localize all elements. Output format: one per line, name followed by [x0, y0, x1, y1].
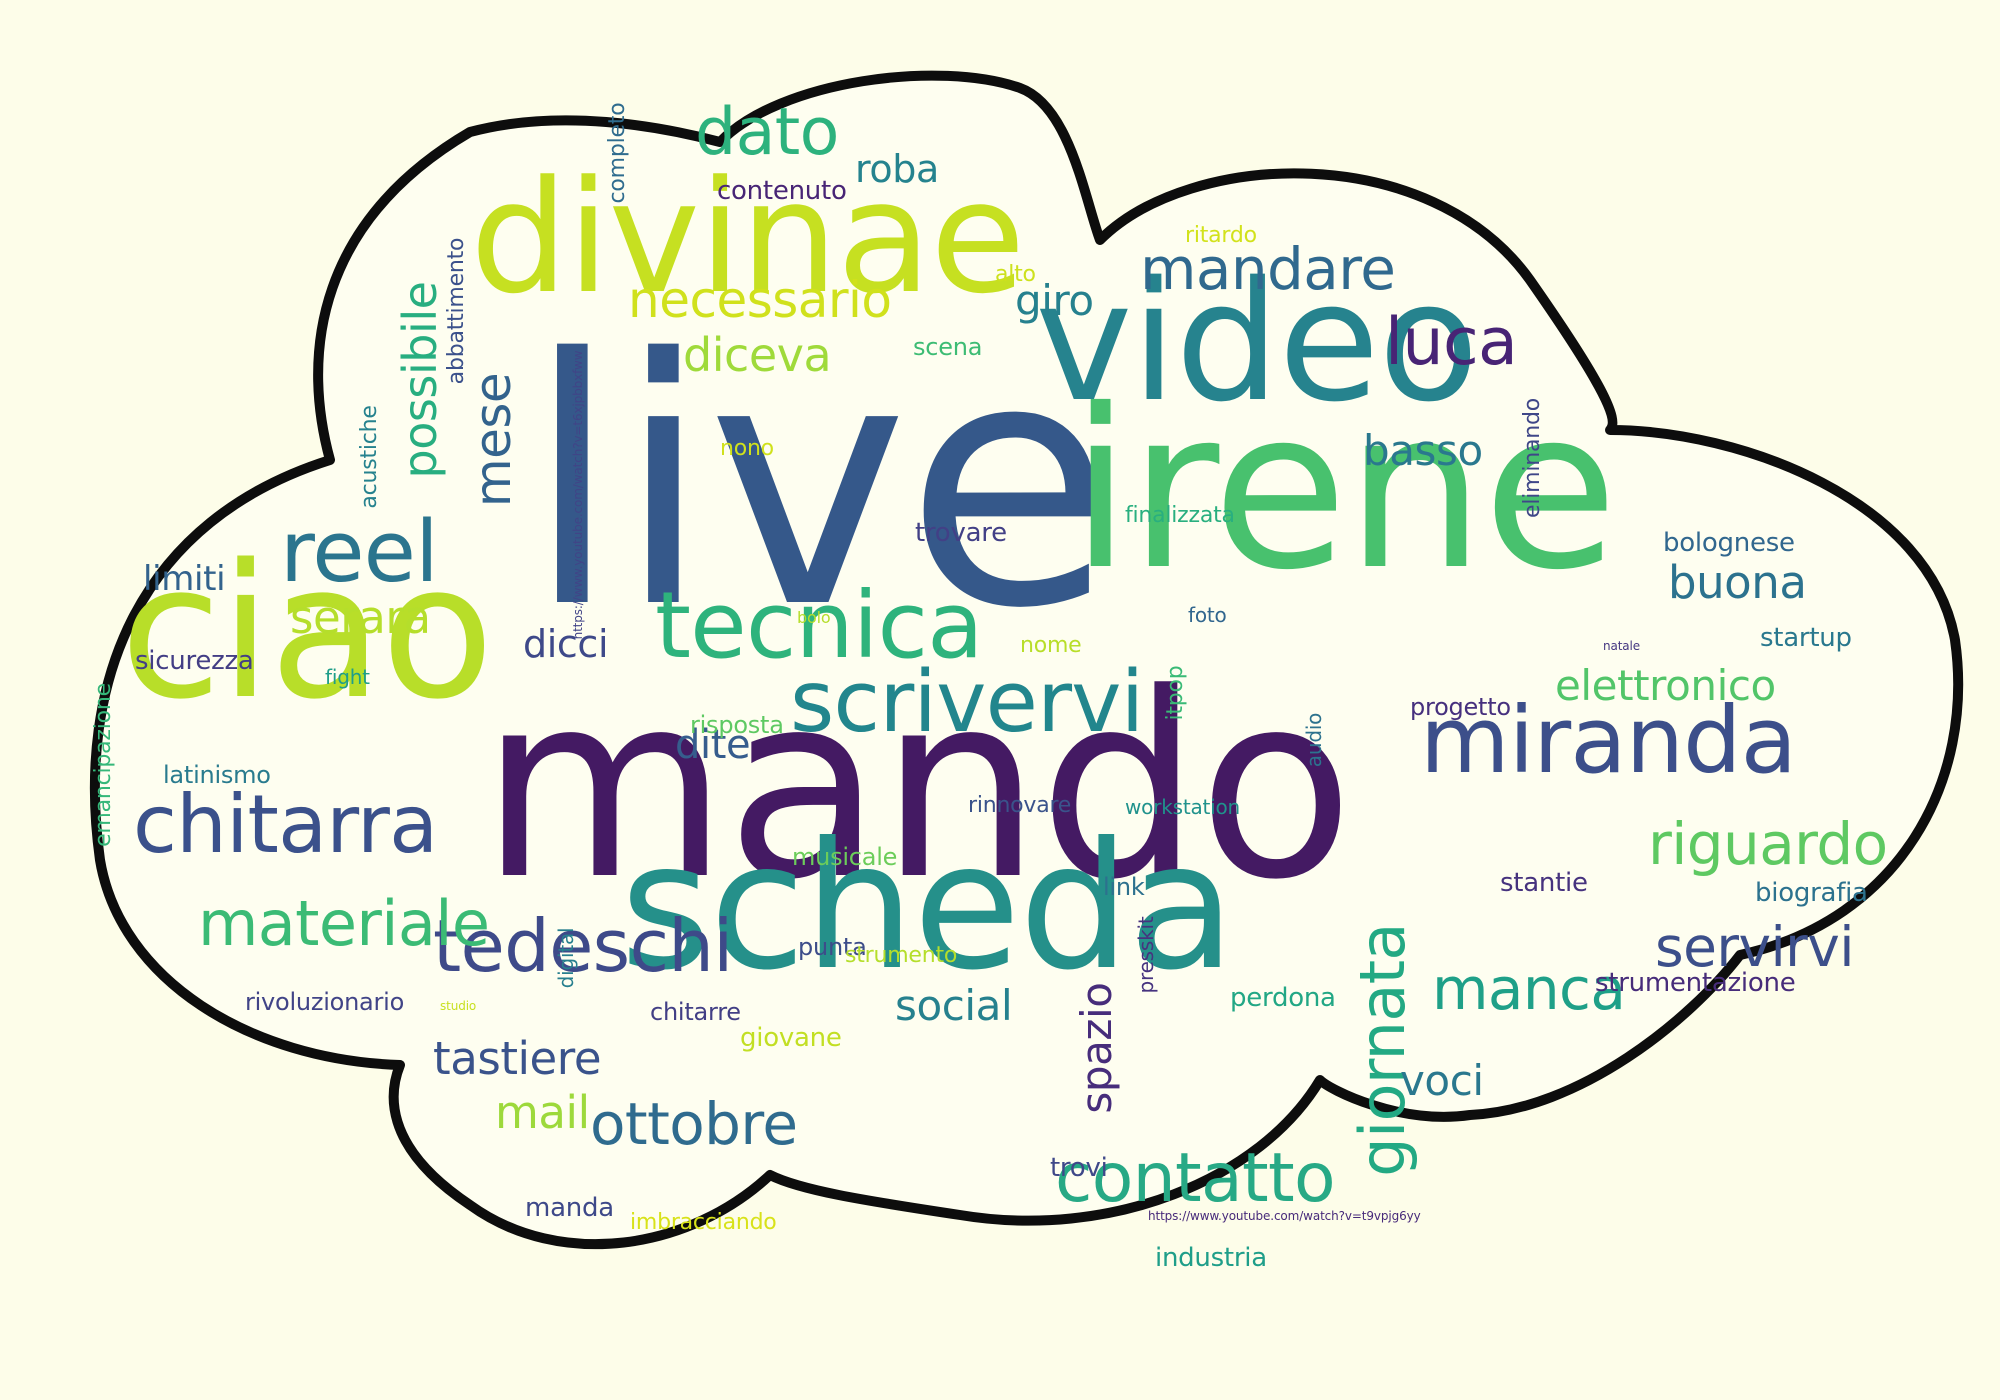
word-manca: manca: [1432, 955, 1626, 1023]
word-digital: digital: [554, 927, 578, 988]
word-possibile: possibile: [393, 281, 447, 478]
word-giro: giro: [1015, 276, 1094, 325]
word-bolo: bolo: [797, 608, 831, 627]
word-giovane: giovane: [740, 1023, 842, 1053]
word-stantie: stantie: [1500, 868, 1588, 898]
word-ritardo: ritardo: [1185, 223, 1257, 248]
word-latinismo: latinismo: [163, 761, 271, 789]
word-link: link: [1103, 873, 1145, 901]
word-contatto: contatto: [1055, 1139, 1336, 1218]
word-url-1: https://www.youtube.com/watch?v=t6xjpbbx…: [571, 350, 585, 640]
word-fight: fight: [325, 665, 370, 689]
word-roba: roba: [855, 147, 939, 191]
word-chitarre: chitarre: [650, 998, 741, 1026]
word-mese: mese: [464, 372, 522, 508]
word-natale: natale: [1603, 639, 1641, 653]
word-dite: dite: [675, 722, 751, 768]
word-tedeschi: tedeschi: [433, 904, 733, 988]
word-acustiche: acustiche: [357, 405, 382, 509]
word-mandare: mandare: [1140, 235, 1396, 303]
word-materiale: materiale: [198, 887, 490, 960]
word-video: video: [1035, 246, 1479, 438]
word-diceva: diceva: [683, 328, 832, 382]
word-voci: voci: [1400, 1056, 1484, 1105]
word-itpop: itpop: [1163, 665, 1188, 721]
word-tecnica: tecnica: [655, 572, 984, 679]
word-biografia: biografia: [1755, 878, 1868, 908]
word-presskit: presskit: [1134, 915, 1158, 994]
word-tastiere: tastiere: [433, 1032, 602, 1085]
word-irene: irene: [1070, 362, 1618, 618]
word-spazio: spazio: [1072, 982, 1121, 1114]
word-industria: industria: [1155, 1243, 1267, 1273]
word-risposta: risposta: [690, 711, 784, 739]
word-contenuto: contenuto: [717, 176, 847, 206]
word-mail: mail: [495, 1086, 590, 1139]
word-riguardo: riguardo: [1648, 810, 1888, 878]
word-basso: basso: [1363, 426, 1483, 475]
word-necessario: necessario: [628, 271, 892, 329]
word-nono: nono: [720, 436, 774, 461]
word-imbracciando: imbracciando: [630, 1210, 777, 1235]
word-emancipazione: emancipazione: [91, 683, 116, 847]
word-abbattimento: abbattimento: [444, 237, 469, 384]
word-nome: nome: [1020, 633, 1082, 658]
word-chitarra: chitarra: [133, 778, 438, 871]
word-elettronico: elettronico: [1555, 661, 1776, 710]
word-serara: serara: [290, 591, 431, 644]
word-giornata: giornata: [1346, 923, 1419, 1177]
word-punta: punta: [798, 933, 867, 961]
word-foto: foto: [1188, 603, 1227, 627]
word-servirvi: servirvi: [1655, 915, 1855, 979]
word-startup: startup: [1760, 623, 1852, 653]
word-ciao: ciao: [120, 524, 494, 740]
word-musicale: musicale: [792, 843, 898, 871]
word-mando: mando: [480, 639, 1354, 936]
word-studio: studio: [440, 999, 477, 1013]
word-rinnovare: rinnovare: [968, 793, 1072, 818]
word-luca: luca: [1385, 305, 1518, 380]
word-alto: alto: [995, 262, 1036, 287]
word-scena: scena: [913, 333, 983, 361]
word-url-2: https://www.youtube.com/watch?v=t9vpjg6y…: [1148, 1209, 1421, 1223]
word-progetto: progetto: [1410, 693, 1511, 721]
word-strumentazione: strumentazione: [1595, 968, 1796, 998]
word-trovare: trovare: [915, 518, 1007, 548]
cloud-outline: [89, 70, 1964, 1250]
word-scrivervi: scrivervi: [790, 653, 1144, 752]
word-buona: buona: [1668, 556, 1807, 609]
word-divinae: divinae: [470, 147, 1026, 328]
word-eliminando: eliminando: [1520, 398, 1545, 518]
word-live: live: [525, 287, 1114, 683]
word-finalizzata: finalizzata: [1125, 503, 1235, 528]
word-trovi: trovi: [1050, 1153, 1108, 1183]
word-sicurezza: sicurezza: [135, 646, 254, 676]
word-manda: manda: [525, 1193, 614, 1223]
word-workstation: workstation: [1125, 795, 1241, 819]
word-dicci: dicci: [523, 622, 609, 666]
word-limiti: limiti: [143, 559, 226, 599]
word-dato: dato: [695, 95, 839, 170]
word-audio: audio: [1302, 712, 1326, 768]
word-scheda: scheda: [620, 806, 1236, 1009]
word-social: social: [895, 981, 1013, 1030]
word-rivoluzionario: rivoluzionario: [245, 988, 405, 1016]
word-miranda: miranda: [1420, 687, 1797, 794]
word-bolognese: bolognese: [1663, 528, 1795, 558]
word-completo: completo: [605, 102, 630, 203]
word-reel: reel: [280, 503, 439, 602]
word-ottobre: ottobre: [590, 1090, 798, 1158]
word-strumento: strumento: [845, 943, 958, 968]
word-perdona: perdona: [1230, 983, 1336, 1013]
